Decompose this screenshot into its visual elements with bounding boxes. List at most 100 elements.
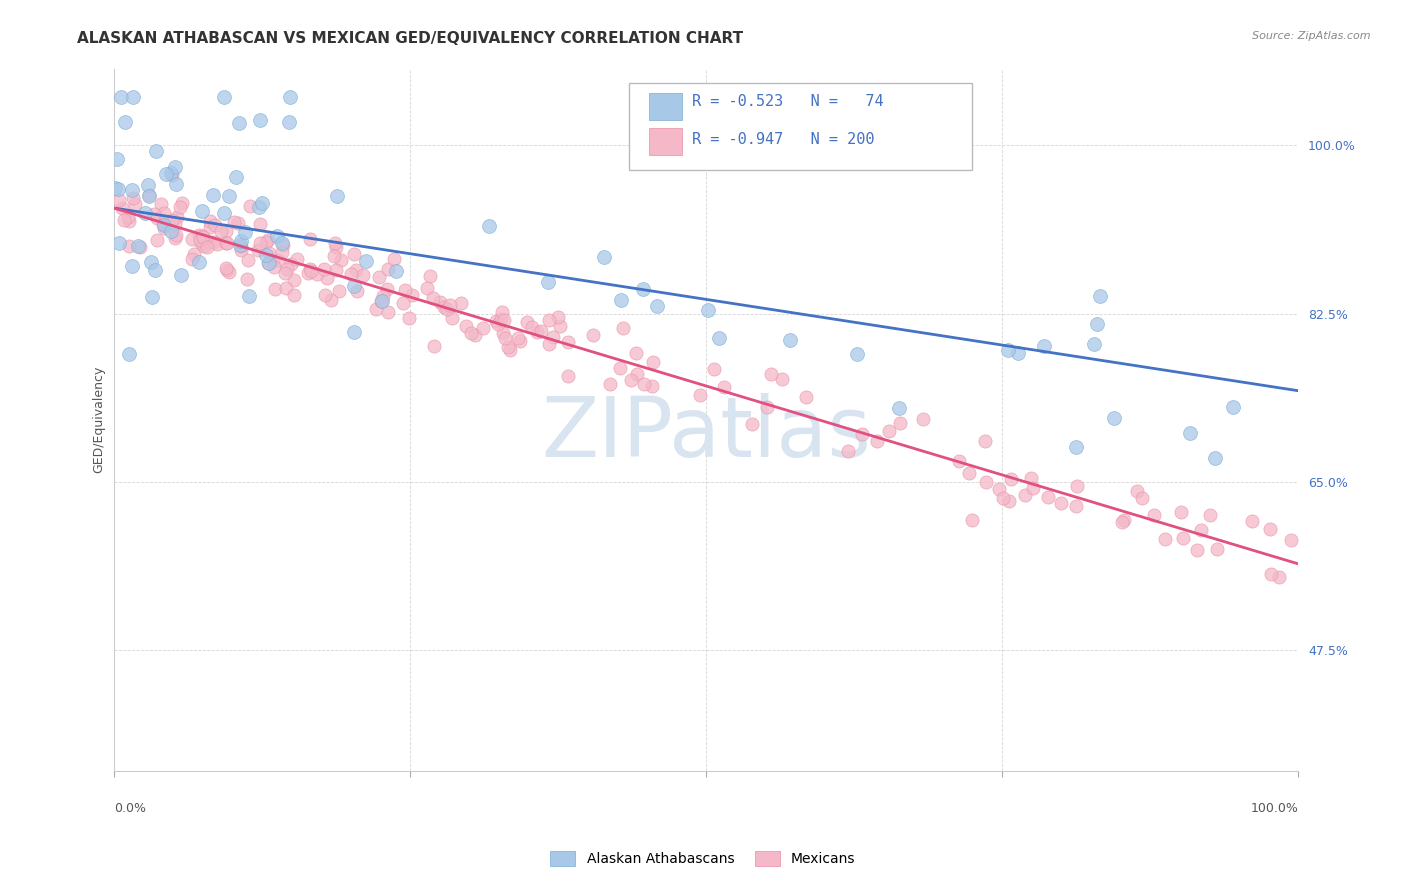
Point — [1064, 499, 1087, 513]
Point — [218, 265, 240, 279]
FancyBboxPatch shape — [650, 128, 682, 155]
Point — [143, 207, 166, 221]
Point — [191, 203, 214, 218]
Point — [1111, 515, 1133, 529]
Point — [346, 284, 368, 298]
Point — [134, 206, 156, 220]
Point — [1085, 317, 1108, 331]
Point — [141, 290, 163, 304]
Point — [212, 90, 235, 104]
Point — [794, 390, 817, 404]
Point — [392, 296, 415, 310]
Text: 0.0%: 0.0% — [114, 802, 146, 815]
Point — [169, 200, 191, 214]
Point — [1222, 400, 1244, 414]
Point — [170, 268, 193, 283]
Point — [522, 320, 544, 334]
Point — [107, 235, 129, 250]
Point — [229, 237, 252, 252]
Point — [118, 239, 141, 253]
Point — [1090, 289, 1112, 303]
Point — [143, 263, 166, 277]
Point — [145, 144, 167, 158]
Point — [429, 295, 451, 310]
Point — [323, 236, 346, 251]
Point — [887, 401, 910, 416]
Point — [215, 224, 238, 238]
Point — [118, 347, 141, 361]
Point — [516, 315, 538, 329]
Point — [124, 197, 146, 211]
Point — [226, 216, 249, 230]
Point — [340, 267, 363, 281]
Point — [557, 368, 579, 383]
Point — [138, 188, 160, 202]
Point — [508, 330, 530, 344]
Point — [190, 236, 212, 251]
Point — [150, 196, 173, 211]
Point — [609, 361, 631, 376]
Point — [222, 215, 245, 229]
Point — [548, 319, 571, 334]
Point — [267, 253, 290, 268]
Point — [204, 218, 226, 232]
Point — [433, 301, 456, 315]
Point — [262, 252, 284, 267]
Point — [271, 245, 294, 260]
Point — [1258, 522, 1281, 536]
Point — [423, 339, 446, 353]
Point — [202, 235, 225, 249]
Point — [166, 211, 188, 225]
Point — [104, 180, 127, 194]
Point — [118, 214, 141, 228]
Point — [160, 168, 183, 182]
Point — [298, 232, 321, 246]
Point — [1279, 533, 1302, 547]
Point — [624, 346, 647, 360]
Point — [330, 252, 353, 267]
Point — [165, 231, 187, 245]
Point — [456, 318, 478, 333]
Point — [352, 268, 374, 282]
Point — [215, 235, 238, 250]
Point — [170, 196, 193, 211]
Point — [344, 263, 367, 277]
Point — [193, 230, 215, 244]
Point — [491, 305, 513, 319]
Point — [314, 262, 336, 277]
Point — [278, 90, 301, 104]
Point — [385, 264, 408, 278]
Point — [1199, 508, 1222, 522]
Point — [1153, 532, 1175, 546]
Point — [450, 295, 472, 310]
Point — [328, 284, 350, 298]
Point — [247, 200, 270, 214]
Point — [1185, 543, 1208, 558]
Point — [419, 269, 441, 284]
Point — [422, 292, 444, 306]
Point — [141, 254, 163, 268]
Point — [127, 239, 149, 253]
Point — [112, 212, 135, 227]
Point — [297, 266, 319, 280]
Point — [254, 248, 277, 262]
Point — [239, 199, 262, 213]
Point — [321, 293, 343, 308]
Point — [325, 240, 347, 254]
Point — [1032, 339, 1054, 353]
Point — [128, 240, 150, 254]
Point — [121, 259, 143, 273]
Point — [988, 482, 1011, 496]
Point — [696, 303, 718, 318]
Point — [111, 201, 134, 215]
Point — [492, 326, 515, 341]
Point — [496, 341, 519, 355]
Point — [1000, 472, 1022, 486]
Point — [165, 218, 187, 232]
Legend: Alaskan Athabascans, Mexicans: Alaskan Athabascans, Mexicans — [546, 846, 860, 871]
Point — [138, 189, 160, 203]
Point — [315, 271, 337, 285]
Point — [259, 256, 281, 270]
Point — [755, 400, 778, 414]
Point — [214, 206, 236, 220]
